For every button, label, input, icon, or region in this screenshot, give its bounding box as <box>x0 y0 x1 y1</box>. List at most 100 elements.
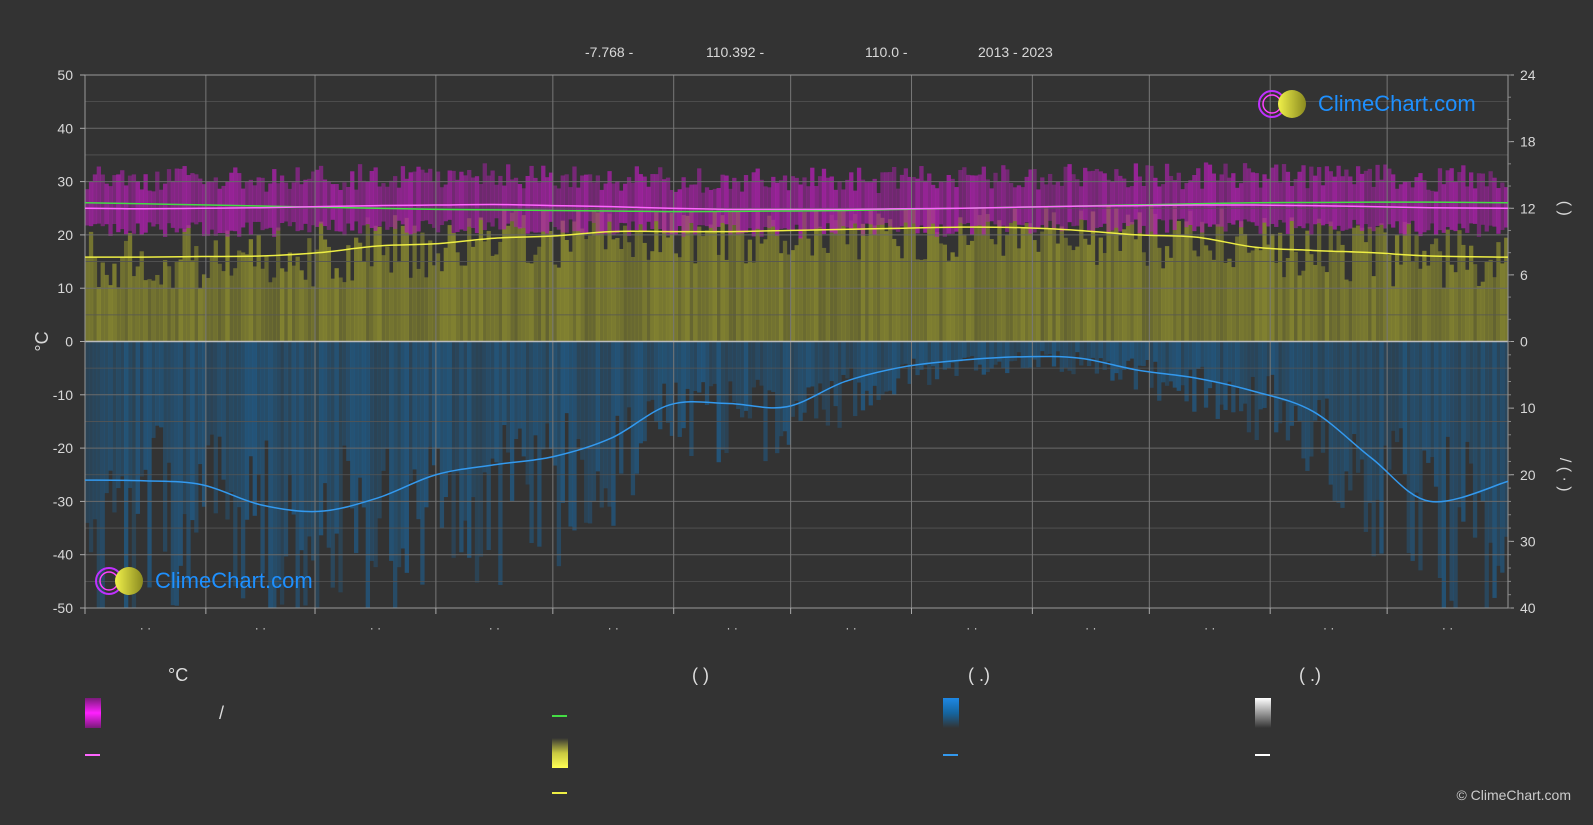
temp-range-daily-bar <box>973 175 979 226</box>
rain-daily-bar <box>626 341 632 408</box>
rain-daily-bar <box>1157 341 1162 401</box>
rain-daily-bar <box>1496 341 1501 566</box>
sunshine-daily-bar <box>1336 231 1341 342</box>
sunshine-daily-bar <box>287 252 293 342</box>
temp-mean-line <box>84 203 1509 211</box>
sunshine-daily-bar <box>389 272 394 342</box>
temp-range-daily-bar <box>642 176 647 233</box>
sunshine-daily-bar <box>439 271 445 342</box>
rain-daily-bar <box>775 341 780 454</box>
rain-daily-bar <box>439 341 445 529</box>
rain-daily-bar <box>728 341 733 382</box>
temp-range-daily-bar <box>899 174 905 227</box>
temp-range-daily-bar <box>872 178 877 235</box>
sunshine-daily-bar <box>139 251 144 342</box>
temp-range-daily-bar <box>568 187 573 220</box>
sunshine-daily-bar <box>1492 277 1497 342</box>
temp-range-daily-bar <box>572 166 577 232</box>
sunshine-daily-bar <box>677 257 682 342</box>
rain-daily-bar <box>969 341 975 357</box>
sunshine-daily-bar <box>888 219 893 342</box>
rain-daily-bar <box>1246 341 1252 433</box>
temp-range-daily-bar <box>303 179 308 224</box>
temp-range-daily-bar <box>470 177 476 229</box>
rain-daily-bar <box>279 341 285 605</box>
rain-daily-bar <box>194 341 199 533</box>
rain-daily-bar <box>455 341 460 473</box>
temp-range-daily-bar <box>447 170 452 220</box>
sunshine-daily-bar <box>1203 245 1209 342</box>
sunshine-daily-bar <box>1262 217 1267 342</box>
temp-range-daily-bar <box>634 166 640 231</box>
temp-range-daily-bar <box>295 167 300 232</box>
temp-range-daily-bar <box>1211 173 1217 225</box>
temp-range-daily-bar <box>1161 184 1166 221</box>
rain-daily-bar <box>1387 341 1392 470</box>
temp-range-daily-bar <box>123 185 129 235</box>
x-month-label: · · <box>608 621 619 635</box>
sunshine-daily-bar <box>244 254 250 342</box>
rain-daily-bar <box>1090 341 1096 358</box>
rain-daily-bar <box>326 341 332 548</box>
sunshine-daily-bar <box>1344 279 1349 342</box>
x-month-label: · · <box>1085 621 1096 635</box>
y-left-tick-label: -40 <box>53 547 73 563</box>
sunshine-daily-bar <box>790 250 795 342</box>
temp-range-daily-bar <box>541 165 546 232</box>
sunshine-daily-bar <box>548 230 554 342</box>
rain-daily-bar <box>1449 341 1454 601</box>
legend-line-daylight <box>552 715 567 717</box>
sunshine-daily-bar <box>853 213 858 342</box>
temp-range-daily-bar <box>373 167 378 231</box>
sunshine-daily-bar <box>1480 281 1486 342</box>
sunshine-daily-bar <box>361 261 367 342</box>
rain-daily-bar <box>1305 341 1310 471</box>
rain-daily-bar <box>1188 341 1193 370</box>
logo-text: ClimeChart.com <box>1318 91 1476 116</box>
temp-range-daily-bar <box>201 184 207 237</box>
sunshine-daily-bar <box>1320 266 1326 342</box>
rain-daily-bar <box>720 341 725 450</box>
temp-range-daily-bar <box>237 173 242 237</box>
temp-range-daily-bar <box>1118 175 1123 232</box>
temp-range-daily-bar <box>1024 176 1029 223</box>
temp-range-daily-bar <box>736 181 741 235</box>
temp-range-daily-bar <box>1274 164 1279 227</box>
rain-daily-bar <box>104 341 109 494</box>
rain-daily-bar <box>1500 341 1505 573</box>
rain-daily-bar <box>209 341 215 435</box>
rain-daily-bar <box>989 341 994 369</box>
y-right-top-tick-label: 12 <box>1520 200 1536 216</box>
sunshine-daily-bar <box>966 244 971 342</box>
temp-range-daily-bar <box>92 174 98 225</box>
legend-swatch-sunshine <box>552 738 568 768</box>
rain-daily-bar <box>1383 341 1388 446</box>
rain-daily-bar <box>276 341 281 587</box>
sunshine-daily-bar <box>545 210 550 342</box>
temp-range-daily-bar <box>1301 165 1306 229</box>
temp-range-daily-bar <box>529 165 534 232</box>
x-month-label: · · <box>489 621 500 635</box>
rain-daily-bar <box>1355 341 1361 473</box>
sunshine-daily-bar <box>1086 244 1092 342</box>
temp-range-daily-bar <box>365 181 370 225</box>
temp-range-daily-bar <box>1476 173 1482 237</box>
sunshine-daily-bar <box>147 279 152 342</box>
sunshine-daily-bar <box>829 214 834 342</box>
sunshine-daily-bar <box>1168 257 1174 342</box>
legend-line-snow <box>1255 754 1270 756</box>
sunshine-daily-bar <box>849 220 854 342</box>
sunshine-daily-bar <box>381 255 386 342</box>
rain-daily-bar <box>599 341 604 508</box>
temp-range-daily-bar <box>229 172 234 231</box>
rain-daily-bar <box>244 341 250 520</box>
temp-range-daily-bar <box>548 172 554 222</box>
rain-daily-bar <box>1133 341 1139 390</box>
temp-range-daily-bar <box>966 174 971 223</box>
temp-range-daily-bar <box>1461 165 1466 229</box>
rain-daily-bar <box>1418 341 1423 571</box>
temp-range-daily-bar <box>1324 166 1330 224</box>
sunshine-daily-bar <box>482 241 487 342</box>
temp-range-daily-bar <box>490 170 495 227</box>
rain-daily-bar <box>240 341 246 599</box>
